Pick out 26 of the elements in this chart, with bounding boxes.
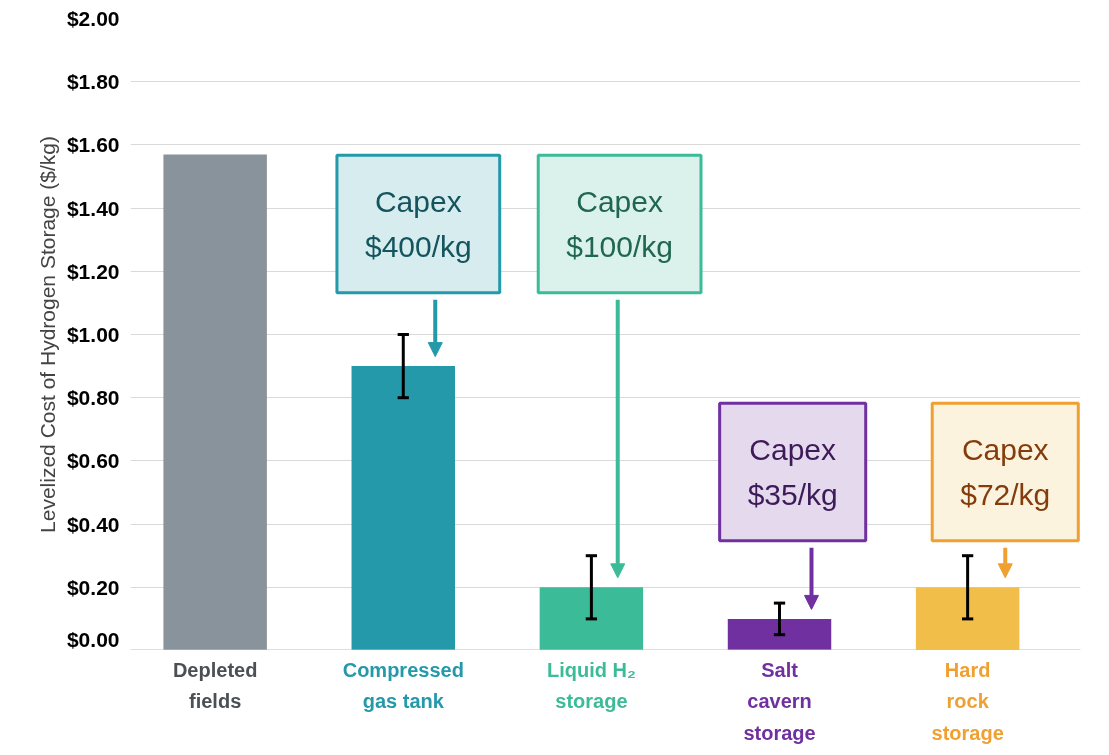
x-tick-label: Salt cavern storage bbox=[743, 658, 816, 745]
x-tick-label: Depleted fields bbox=[172, 658, 258, 713]
y-tick-label: $1.80 bbox=[66, 70, 120, 94]
y-tick-label: $0.20 bbox=[66, 575, 120, 599]
bar bbox=[915, 587, 1020, 650]
bar bbox=[727, 618, 832, 650]
annotation: Capex $35/kg bbox=[747, 433, 838, 511]
y-tick-label: $1.20 bbox=[66, 259, 120, 283]
y-tick-label: $1.00 bbox=[66, 323, 120, 346]
y-tick-label: $0.00 bbox=[66, 627, 120, 651]
y-tick-label: $0.60 bbox=[66, 449, 120, 473]
annotation: Capex $100/kg bbox=[566, 185, 673, 263]
x-tick-label: Liquid H₂ storage bbox=[546, 658, 636, 713]
annotation: Capex $72/kg bbox=[960, 433, 1051, 511]
y-tick-label: $0.80 bbox=[66, 386, 120, 410]
annotation: Capex $400/kg bbox=[364, 185, 472, 263]
y-tick-label: $1.40 bbox=[66, 196, 120, 220]
y-axis-title: Levelized Cost of Hydrogen Storage ($/kg) bbox=[35, 136, 59, 533]
y-tick-label: $2.00 bbox=[66, 7, 120, 30]
bar bbox=[539, 587, 644, 650]
x-tick-label: Hard rock storage bbox=[931, 658, 1004, 745]
x-tick-label: Compressed gas tank bbox=[342, 658, 464, 713]
y-tick-label: $0.40 bbox=[66, 512, 120, 536]
bar bbox=[163, 154, 267, 650]
y-tick-label: $1.60 bbox=[66, 133, 120, 157]
bar bbox=[351, 366, 455, 650]
